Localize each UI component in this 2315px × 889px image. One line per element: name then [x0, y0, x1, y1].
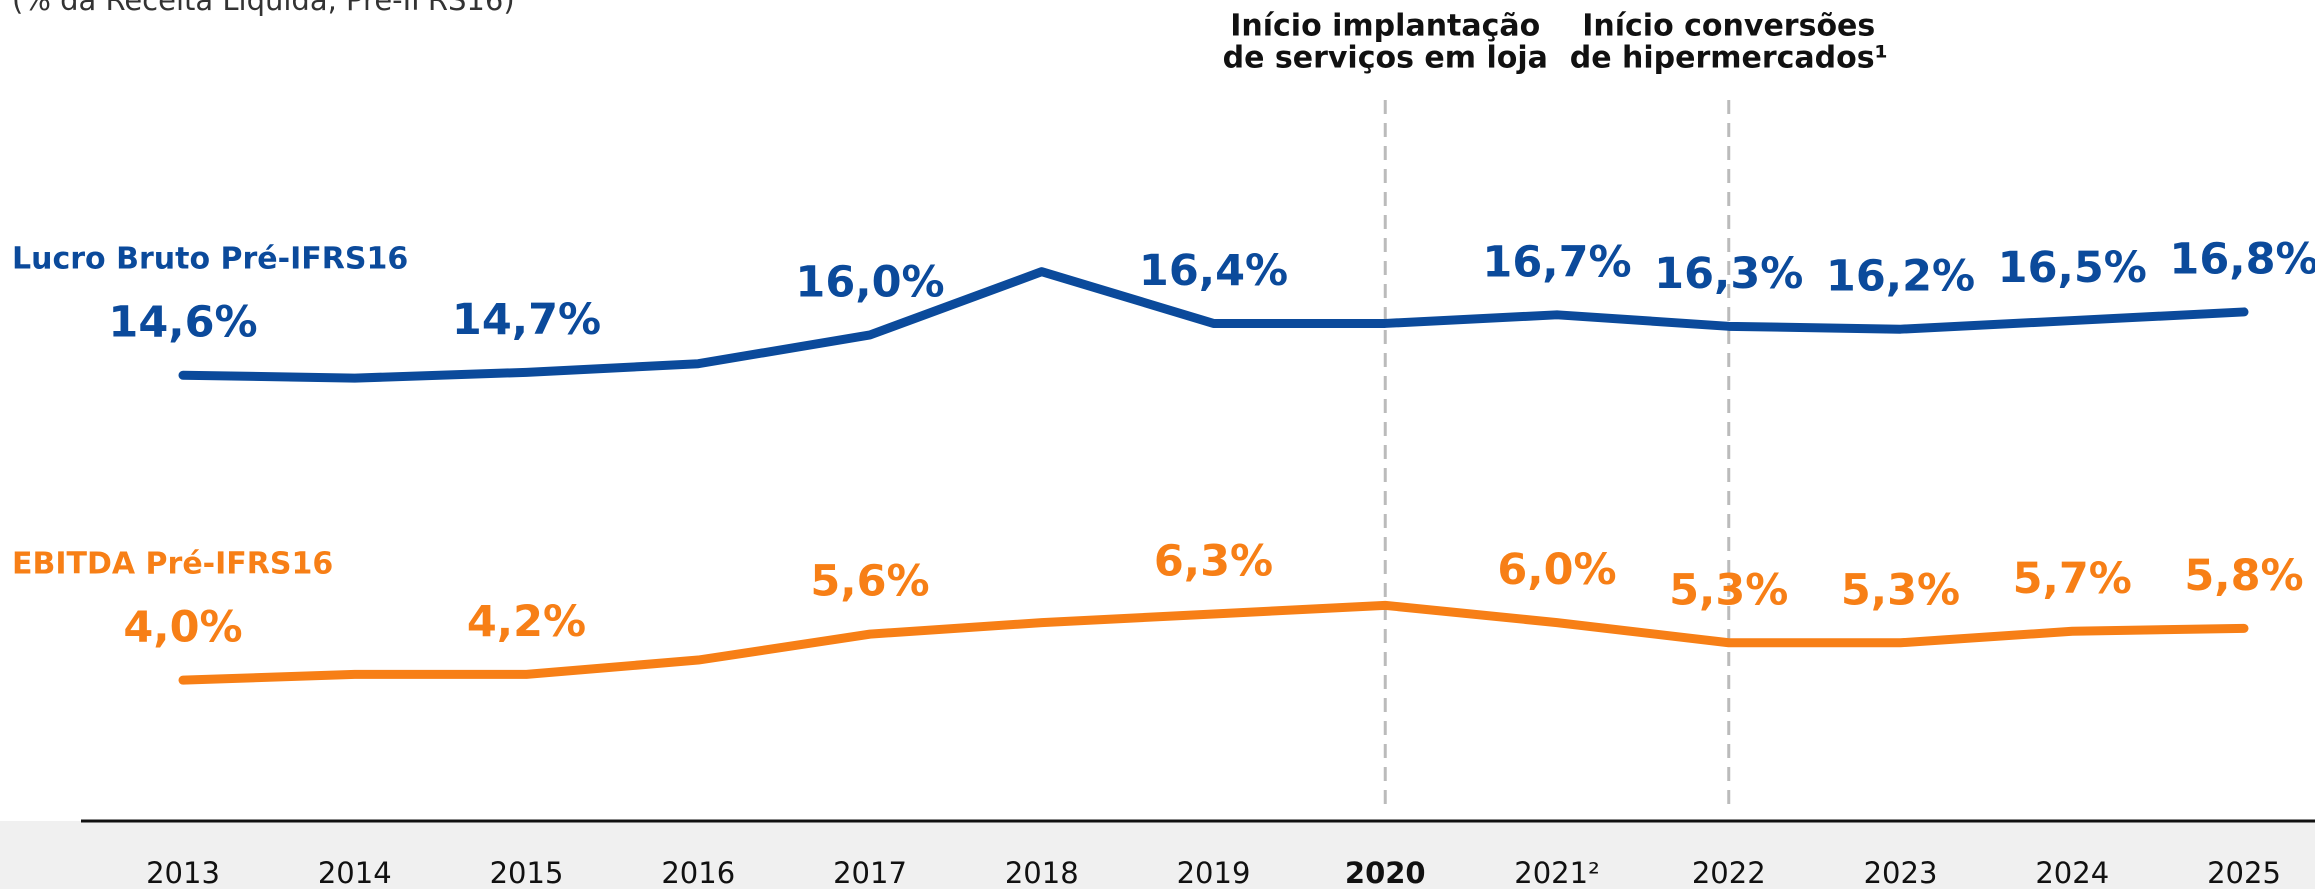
value-label: 5,7% — [2013, 554, 2132, 604]
series-label: EBITDA Pré-IFRS16 — [12, 547, 333, 582]
x-tick-label: 2018 — [1005, 856, 1079, 889]
value-label: 16,0% — [795, 257, 944, 307]
annotation-text: de hipermercados¹ — [1570, 41, 1888, 76]
annotation-text: Início conversões — [1582, 9, 1875, 44]
x-tick-label: 2013 — [146, 856, 220, 889]
value-label: 5,8% — [2184, 551, 2303, 601]
value-label: 5,3% — [1669, 565, 1788, 615]
x-tick-label: 2024 — [2035, 856, 2109, 889]
value-label: 16,4% — [1139, 246, 1288, 296]
value-label: 6,3% — [1154, 536, 1273, 586]
value-label: 16,5% — [1998, 243, 2147, 293]
x-tick-label: 2017 — [833, 856, 907, 889]
x-tick-label: 2025 — [2207, 856, 2281, 889]
value-label: 16,3% — [1654, 249, 1803, 299]
x-tick-label: 2023 — [1864, 856, 1938, 889]
x-tick-label: 2014 — [318, 856, 392, 889]
value-label: 16,8% — [2169, 234, 2315, 284]
value-label: 5,3% — [1841, 565, 1960, 615]
series-label: Lucro Bruto Pré-IFRS16 — [12, 242, 408, 277]
x-tick-label: 2016 — [661, 856, 735, 889]
series-line — [178, 267, 2249, 383]
x-tick-label: 2021² — [1514, 856, 1599, 889]
value-label: 4,0% — [123, 603, 242, 653]
annotation-text: de serviços em loja — [1223, 41, 1548, 76]
x-tick-label: 2015 — [490, 856, 564, 889]
value-label: 14,6% — [108, 298, 257, 348]
value-label: 16,7% — [1482, 237, 1631, 287]
value-label: 5,6% — [810, 557, 929, 607]
axis-band — [0, 821, 2315, 889]
annotation-text: Início implantação — [1230, 9, 1540, 44]
x-tick-label: 2020 — [1345, 856, 1426, 889]
value-label: 14,7% — [452, 295, 601, 345]
x-tick-label: 2022 — [1692, 856, 1766, 889]
subtitle: (% da Receita Líquida, Pré-IFRS16) — [12, 0, 515, 17]
x-tick-label: 2019 — [1177, 856, 1251, 889]
value-label: 4,2% — [467, 597, 586, 647]
series-line — [178, 600, 2249, 685]
value-label: 16,2% — [1826, 252, 1975, 302]
value-label: 6,0% — [1497, 545, 1616, 595]
